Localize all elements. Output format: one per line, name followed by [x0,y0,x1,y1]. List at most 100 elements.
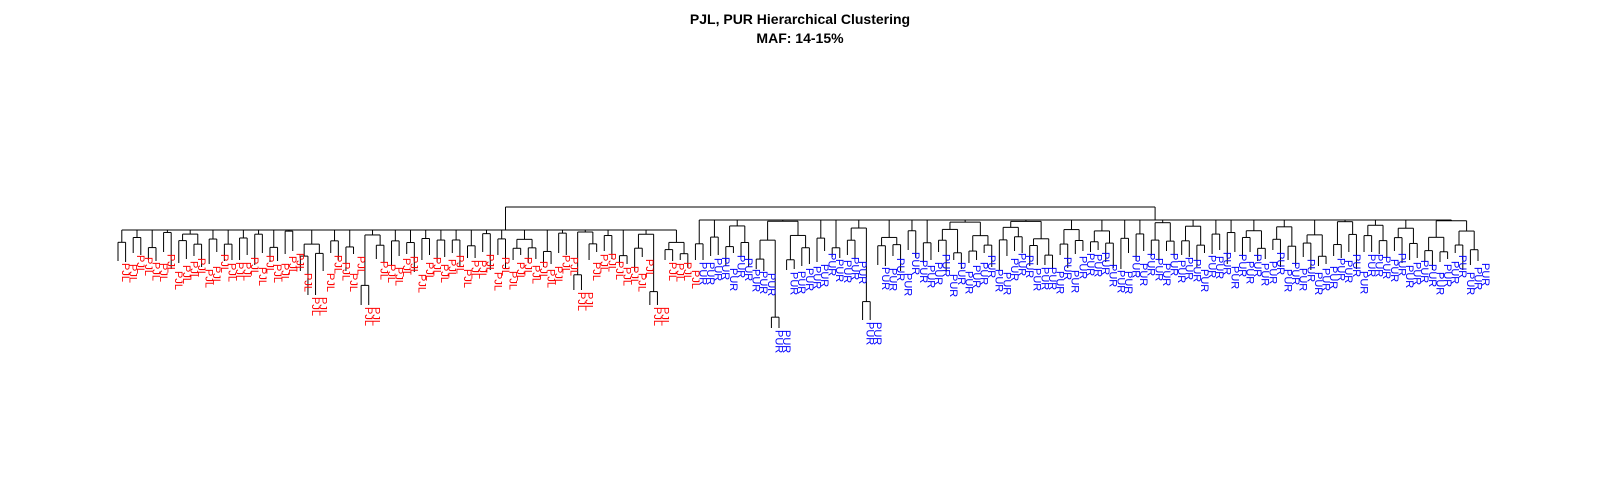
leaf-label-pur: PUR [1046,267,1058,290]
leaf-label-pur: PUR [772,330,784,353]
leaf-label-pjl: PJL [461,269,473,288]
leaf-label-pjl: PJL [582,292,594,311]
leaf-label-pjl: PJL [317,297,329,316]
leaf-label-pjl: PJL [476,260,488,279]
leaf-label-pjl: PJL [552,266,564,285]
leaf-label-pur: PUR [1433,272,1445,295]
leaf-label-pjl: PJL [271,264,283,283]
leaf-label-pur: PUR [1107,264,1119,287]
leaf-label-pur: PUR [795,271,807,294]
leaf-label-pur: PUR [1289,262,1301,285]
leaf-label-pur: PUR [1350,254,1362,277]
leaf-label-pur: PUR [1479,263,1491,286]
leaf-label-pjl: PJL [157,263,169,282]
leaf-label-pur: PUR [1000,272,1012,295]
leaf-label-pjl: PJL [195,258,207,277]
leaf-label-pur: PUR [993,269,1005,292]
leaf-label-pjl: PJL [339,262,351,281]
leaf-label-pur: PUR [1016,253,1028,276]
leaf-label-pjl: PJL [332,255,344,274]
leaf-label-pjl: PJL [385,264,397,283]
leaf-label-pjl: PJL [263,255,275,274]
leaf-label-pur: PUR [856,261,868,284]
leaf-label-pjl: PJL [658,307,670,326]
leaf-label-pur: PUR [1357,271,1369,294]
leaf-label-pur: PUR [1426,264,1438,287]
leaf-label-pur: PUR [1266,261,1278,284]
leaf-label-pur: PUR [1441,264,1453,287]
leaf-label-pur: PUR [1274,252,1286,275]
leaf-label-pur: PUR [696,262,708,285]
leaf-label-pjl: PJL [149,262,161,281]
leaf-label-pur: PUR [704,262,716,285]
leaf-label-pjl: PJL [628,266,640,285]
leaf-label-pur: PUR [848,257,860,280]
leaf-label-pur: PUR [1319,268,1331,291]
leaf-label-pur: PUR [1031,268,1043,291]
leaf-label-pjl: PJL [643,259,655,278]
leaf-label-pur: PUR [1456,255,1468,278]
leaf-label-pjl: PJL [377,261,389,280]
leaf-label-pjl: PJL [172,271,184,290]
leaf-label-pjl: PJL [355,256,367,275]
leaf-label-pur: PUR [1130,255,1142,278]
leaf-label-pur: PUR [1183,257,1195,280]
leaf-label-pjl: PJL [187,261,199,280]
leaf-label-pur: PUR [1190,259,1202,282]
leaf-label-pur: PUR [955,262,967,285]
leaf-label-pjl: PJL [431,257,443,276]
leaf-label-pur: PUR [879,267,891,290]
leaf-label-pur: PUR [970,265,982,288]
leaf-label-pur: PUR [947,274,959,297]
leaf-label-pur: PUR [1327,266,1339,289]
leaf-label-pur: PUR [917,260,929,283]
leaf-label-pjl: PJL [347,273,359,292]
leaf-label-pur: PUR [932,262,944,285]
leaf-label-pur: PUR [818,264,830,287]
leaf-label-pjl: PJL [560,255,572,274]
leaf-label-pjl: PJL [256,267,268,286]
leaf-label-pur: PUR [1236,254,1248,277]
leaf-label-pur: PUR [864,322,876,345]
leaf-label-pur: PUR [1061,257,1073,280]
leaf-label-pur: PUR [1145,253,1157,276]
leaf-label-pur: PUR [1411,262,1423,285]
leaf-label-pur: PUR [1054,271,1066,294]
leaf-label-pur: PUR [727,268,739,291]
leaf-label-pur: PUR [1304,259,1316,282]
leaf-label-pur: PUR [1228,266,1240,289]
leaf-label-pjl: PJL [689,270,701,289]
leaf-label-pjl: PJL [453,255,465,274]
leaf-label-pjl: PJL [598,254,610,273]
leaf-label-pur: PUR [765,273,777,296]
leaf-label-pur: PUR [1281,269,1293,292]
leaf-label-pjl: PJL [468,260,480,279]
leaf-label-pjl: PJL [248,257,260,276]
leaf-label-pjl: PJL [605,253,617,272]
leaf-label-pur: PUR [1114,270,1126,293]
leaf-label-pur: PUR [1023,255,1035,278]
leaf-label-pur: PUR [886,268,898,291]
leaf-label-pjl: PJL [279,263,291,282]
leaf-label-pur: PUR [1198,269,1210,292]
leaf-label-pur: PUR [742,258,754,281]
leaf-label-pur: PUR [833,259,845,282]
leaf-label-pjl: PJL [127,264,139,283]
leaf-label-pjl: PJL [134,255,146,274]
leaf-label-pur: PUR [810,266,822,289]
leaf-label-pur: PUR [1038,267,1050,290]
leaf-label-pur: PUR [924,265,936,288]
leaf-label-pjl: PJL [620,267,632,286]
leaf-label-pjl: PJL [210,266,222,285]
leaf-label-pur: PUR [788,272,800,295]
chart-subtitle: MAF: 14-15% [756,30,844,46]
leaf-label-pjl: PJL [286,256,298,275]
leaf-label-pjl: PJL [393,267,405,286]
leaf-label-pur: PUR [978,262,990,285]
leaf-label-pjl: PJL [225,263,237,282]
leaf-label-pjl: PJL [203,269,215,288]
leaf-label-pur: PUR [1297,268,1309,291]
leaf-label-pur: PUR [750,269,762,292]
leaf-label-pjl: PJL [446,259,458,278]
